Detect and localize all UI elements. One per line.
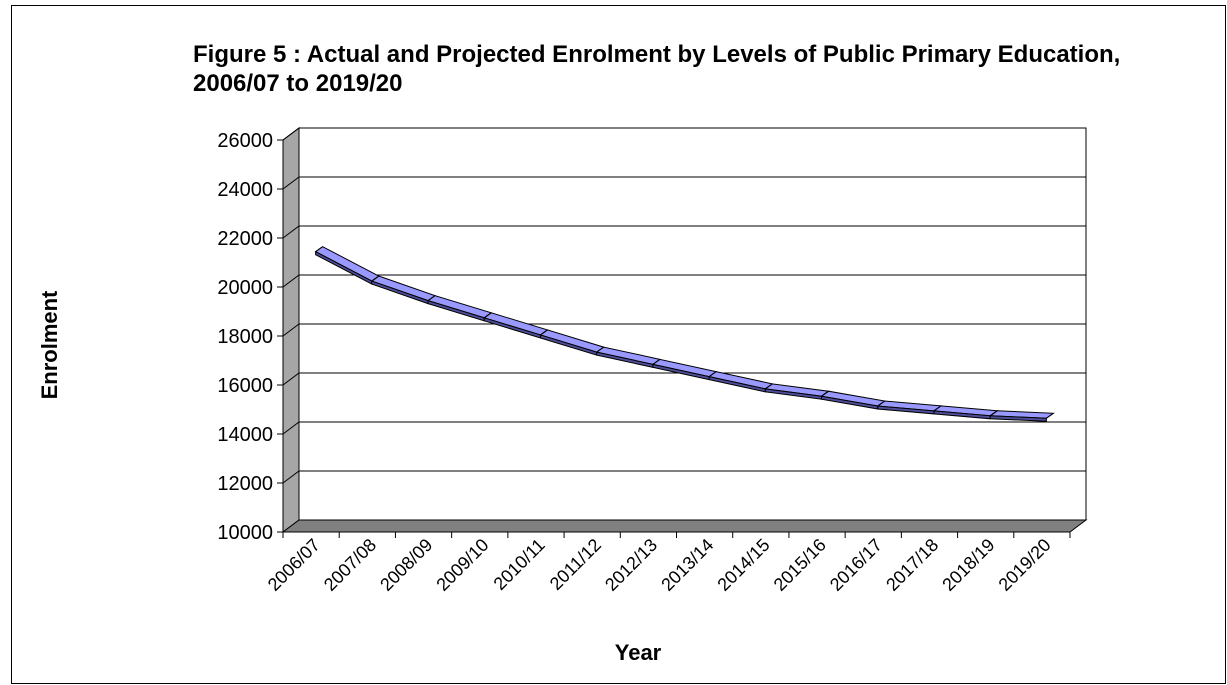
x-tick-label: 2014/15 xyxy=(713,535,773,595)
x-tick-label: 2010/11 xyxy=(490,535,549,594)
chart-title: Figure 5 : Actual and Projected Enrolmen… xyxy=(193,41,1121,97)
x-tick-label: 2007/08 xyxy=(320,535,380,595)
gridline xyxy=(282,176,1086,190)
y-tick-label: 26000 xyxy=(217,130,273,152)
x-tick-label: 2016/17 xyxy=(826,535,886,595)
gridline xyxy=(282,225,1086,239)
y-tick-label: 20000 xyxy=(217,277,273,299)
x-tick-label: 2018/19 xyxy=(938,535,998,595)
y-tick-label: 18000 xyxy=(217,326,273,348)
floor xyxy=(281,519,1088,533)
data-point xyxy=(371,275,380,282)
data-point xyxy=(652,358,661,365)
y-tick-label: 10000 xyxy=(217,522,273,544)
x-tick-label: 2009/10 xyxy=(432,535,492,595)
data-point xyxy=(540,329,548,336)
y-tick-label: 12000 xyxy=(217,473,273,495)
gridline xyxy=(282,274,1086,288)
gridline xyxy=(282,421,1086,435)
x-tick-label: 2017/18 xyxy=(882,535,942,595)
y-tick-label: 24000 xyxy=(217,179,273,201)
x-tick-label: 2019/20 xyxy=(995,535,1055,595)
x-tick-label: 2012/13 xyxy=(601,535,661,595)
data-point xyxy=(989,410,998,417)
x-tick-label: 2015/16 xyxy=(770,535,830,595)
y-tick-label: 14000 xyxy=(217,424,273,446)
gridline xyxy=(282,323,1086,337)
gridline xyxy=(282,372,1086,386)
data-point xyxy=(315,246,323,253)
data-point xyxy=(708,371,717,378)
data-point xyxy=(1046,412,1054,419)
x-tick-label: 2013/14 xyxy=(657,535,717,595)
gridline xyxy=(282,470,1086,484)
data-point xyxy=(427,295,436,302)
x-axis-title-text: Year xyxy=(614,640,662,665)
y-tick-label: 22000 xyxy=(217,228,273,250)
x-tick-label: 2008/09 xyxy=(376,535,436,595)
data-point xyxy=(821,390,829,397)
data-point xyxy=(765,383,773,390)
data-point xyxy=(877,400,886,407)
series-ribbon-front xyxy=(989,415,1047,422)
gridline xyxy=(282,127,1086,141)
y-tick-label: 16000 xyxy=(217,375,273,397)
data-point xyxy=(596,346,604,353)
data-point xyxy=(483,312,492,319)
data-point xyxy=(933,405,942,412)
x-tick-label: 2011/12 xyxy=(546,535,605,594)
